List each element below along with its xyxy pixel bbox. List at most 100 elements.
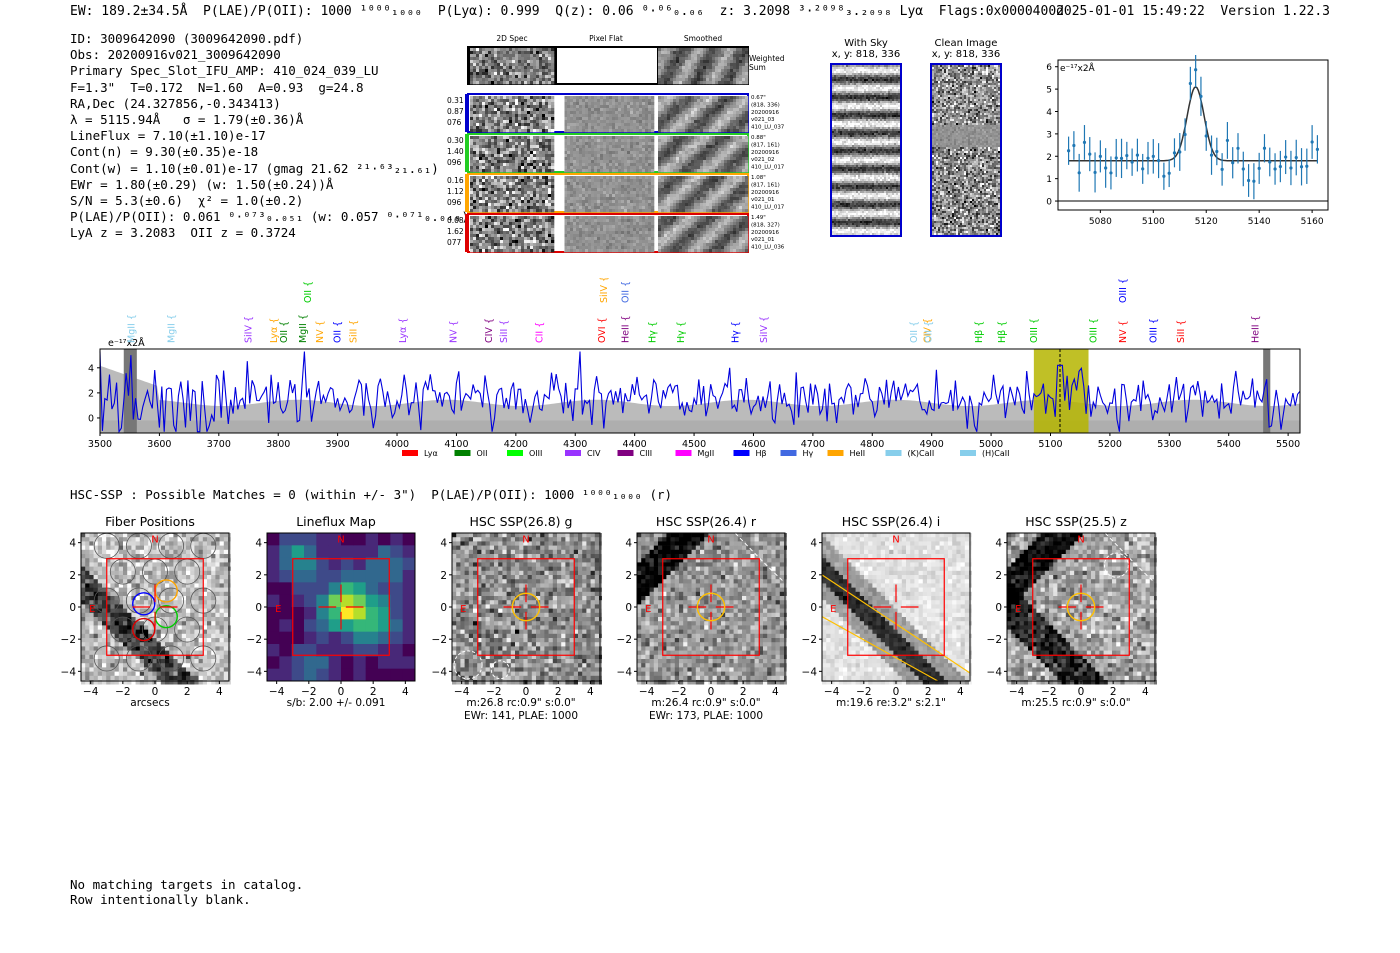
- panel-image: N E −4 −2 0 2 4 4 2 0 −2 −4: [617, 532, 787, 698]
- east-label: E: [89, 604, 95, 615]
- info-line: S/N = 5.3(±0.6) χ² = 1.0(±0.2): [70, 193, 304, 209]
- zoom-line-fit-plot: 0 1 2 3 4 5 6 5080 5100 5120 5140 5160 e⁻¹⁷x2Å: [1046, 55, 1329, 227]
- line-id-label: Hβ {: [997, 321, 1008, 343]
- spectrum-xtick: 4500: [682, 439, 706, 450]
- spectrum-xtick: 5000: [979, 439, 1003, 450]
- spectrum-xtick: 5200: [1098, 439, 1122, 450]
- zoom-ytick: 1: [1046, 175, 1052, 185]
- imaging-panels: Fiber Positions N E −4 −2 0 2 4 4 2 0 −2 −4 arcsecs Li…: [0, 510, 1400, 730]
- footer-line-1: No matching targets in catalog.: [70, 877, 304, 892]
- line-id-label: HeII {: [621, 315, 632, 343]
- panel-xtick: 2: [1110, 686, 1117, 698]
- zoom-ytick: 5: [1046, 86, 1052, 96]
- weighted-2d-spec: [470, 48, 555, 85]
- panel-title: HSC SSP(26.4) r: [655, 514, 757, 529]
- spectrum-xtick: 4800: [860, 439, 884, 450]
- panel-xtick: 4: [216, 686, 223, 698]
- panel-ytick: 0: [625, 602, 632, 614]
- row-left-label: 076: [447, 118, 462, 127]
- line-id-label: NV {: [315, 320, 326, 343]
- north-label: N: [151, 535, 158, 546]
- spectrum-ylabel: e⁻¹⁷x2Å: [108, 337, 145, 349]
- row-smoothed: [658, 136, 749, 173]
- panel-xtick: −4: [83, 686, 99, 698]
- line-id-label: Hγ {: [731, 321, 742, 343]
- line-id-label: SiII {: [499, 320, 510, 343]
- panel-xtick: −4: [1009, 686, 1025, 698]
- line-id-label: MgII {: [298, 314, 309, 343]
- info-line: LyA z = 3.2083 OII z = 0.3724: [70, 225, 296, 241]
- info-line: ID: 3009642090 (3009642090.pdf): [70, 31, 304, 46]
- panel-ytick: 2: [995, 570, 1002, 582]
- zoom-data-points: [1066, 55, 1320, 200]
- info-line: RA,Dec (24.327856,-0.343413): [70, 95, 281, 111]
- panel-ytick: 4: [625, 538, 632, 550]
- spectrum-xtick: 4700: [801, 439, 825, 450]
- cutout-column-header: Smoothed: [684, 34, 723, 43]
- spectrum-xtick: 3600: [147, 439, 171, 450]
- panel-ytick: −4: [617, 666, 633, 678]
- info-line: Cont(w) = 1.10(±0.01)e-17 (gmag 21.62 ²¹…: [70, 160, 439, 176]
- line-id-label: SiII {: [1176, 320, 1187, 343]
- line-id-label: SiIV {: [759, 316, 770, 343]
- panel-title: HSC SSP(26.4) i: [841, 514, 941, 529]
- panel-ytick: 4: [69, 538, 76, 550]
- info-line: P(LAE)/P(OII): 0.061 ⁰·⁰⁷³₀.₀₅₁ (w: 0.05…: [70, 209, 469, 225]
- line-id-label: OII {: [909, 321, 920, 343]
- east-label: E: [645, 604, 651, 615]
- full-spectrum-plot: 0 2 4 3500 3600 3700 3800 3900 4000 4100 4200 4300 4…: [88, 278, 1301, 458]
- spectrum-xtick: 3500: [88, 439, 112, 450]
- panel-ytick: 4: [255, 538, 262, 550]
- row-left-label: 0.08: [447, 216, 464, 225]
- panel-xtick: −2: [115, 686, 130, 698]
- row-right-label: 20200916: [751, 190, 779, 196]
- line-id-label: OIII {: [1148, 318, 1159, 343]
- row-right-label: 410_LU_017: [751, 205, 785, 211]
- row-left-label: 0.30: [447, 136, 464, 145]
- row-right-label: (817, 161): [751, 182, 780, 188]
- north-label: N: [337, 535, 344, 546]
- north-label: N: [892, 535, 899, 546]
- line-id-label: MgII {: [166, 314, 177, 343]
- zoom-xtick: 5140: [1248, 217, 1271, 227]
- info-line: Primary Spec_Slot_IFU_AMP: 410_024_039_L…: [70, 63, 379, 79]
- north-label: N: [522, 535, 529, 546]
- line-id-label: OIII {: [1029, 318, 1040, 343]
- spectrum-xtick: 4200: [504, 439, 528, 450]
- panel-ytick: −4: [987, 666, 1003, 678]
- panel-ytick: 0: [69, 602, 76, 614]
- panel-caption-2: EWr: 173, PLAE: 1000: [648, 710, 764, 722]
- row-left-label: 1.40: [447, 147, 464, 156]
- panel-xtick: 4: [402, 686, 409, 698]
- panel-xtick: 4: [957, 686, 964, 698]
- panel-xtick: 2: [555, 686, 562, 698]
- row-2d-spec: [470, 136, 555, 173]
- with-sky-title: With Sky: [844, 38, 888, 49]
- panel-caption: arcsecs: [130, 697, 170, 709]
- line-id-label: CII {: [535, 322, 546, 343]
- panel-ytick: 0: [995, 602, 1002, 614]
- legend-entry: OIII: [507, 449, 542, 458]
- panel-title: Fiber Positions: [105, 514, 195, 529]
- panel-xtick: 0: [893, 686, 900, 698]
- line-id-label: Hγ {: [676, 321, 687, 343]
- line-id-label: Hγ {: [648, 321, 659, 343]
- panel-xtick: 4: [772, 686, 779, 698]
- zoom-xtick: 5080: [1089, 217, 1112, 227]
- panel-xtick: 0: [708, 686, 715, 698]
- legend-entry: MgII: [675, 449, 714, 458]
- zoom-ylabel: e⁻¹⁷x2Å: [1060, 62, 1096, 74]
- panel-image: N E −4 −2 0 2 4 4 2 0 −2 −4: [802, 532, 972, 698]
- panel-image: N E −4 −2 0 2 4 4 2 0 −2 −4: [61, 532, 231, 698]
- row-smoothed: [658, 96, 749, 133]
- panel-xtick: 2: [184, 686, 191, 698]
- panel-ytick: −2: [617, 634, 632, 646]
- zoom-xtick: 5160: [1301, 217, 1324, 227]
- panel-title: Lineflux Map: [296, 514, 376, 529]
- zoom-xtick: 5100: [1142, 217, 1165, 227]
- line-id-label: Lyα {: [269, 318, 280, 343]
- spectrum-ytick: 2: [88, 388, 94, 399]
- spectrum-xtick: 5400: [1217, 439, 1241, 450]
- panel-xtick: −4: [639, 686, 655, 698]
- zoom-ytick: 3: [1046, 130, 1052, 140]
